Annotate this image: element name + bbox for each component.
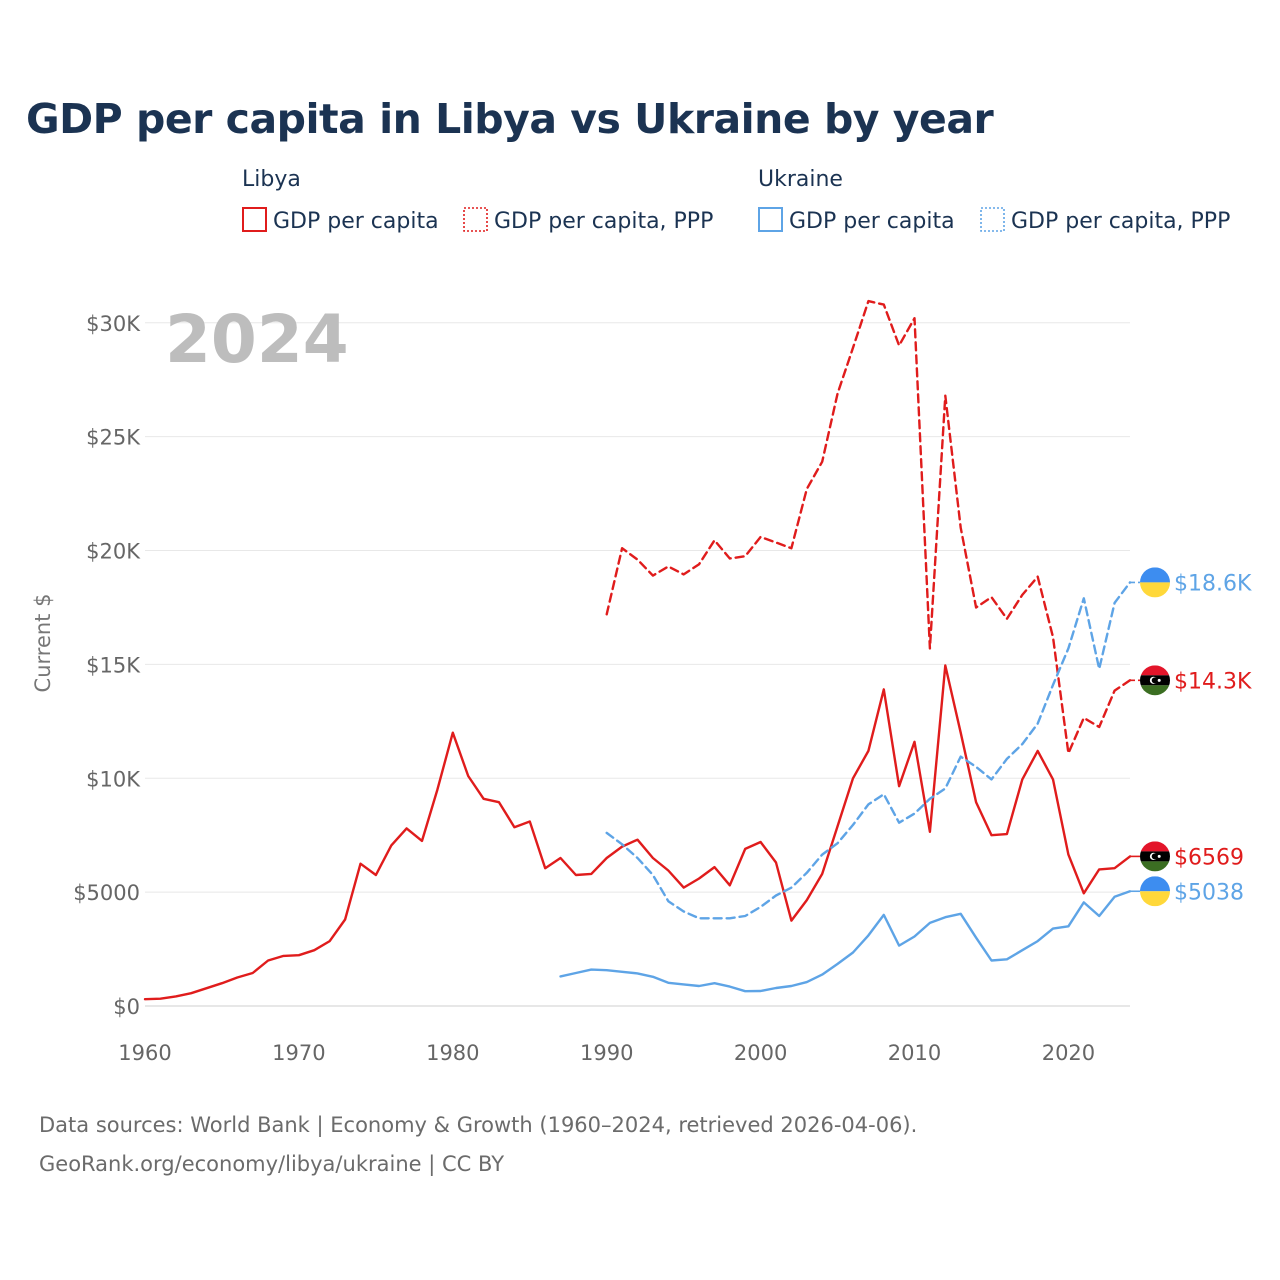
end-value-label: $18.6K <box>1174 571 1252 596</box>
legend-label: GDP per capita <box>273 209 439 234</box>
series-layer <box>143 299 1132 1001</box>
grid <box>145 322 1130 1007</box>
x-tick-label: 2000 <box>734 1041 787 1065</box>
legend-label: GDP per capita <box>789 209 955 234</box>
y-tick-label: $25K <box>86 426 141 450</box>
legend-swatch-libya-solid <box>242 207 267 232</box>
source-line-1: Data sources: World Bank | Economy & Gro… <box>39 1113 917 1138</box>
source-line-2: GeoRank.org/economy/libya/ukraine | CC B… <box>39 1152 504 1177</box>
legend-label: GDP per capita, PPP <box>494 209 713 234</box>
end-value-label: $5038 <box>1174 880 1244 905</box>
y-tick-label: $5000 <box>73 881 140 905</box>
y-axis: $0 $5000 $10K $15K $20K $25K $30K <box>73 312 141 1019</box>
y-tick-label: $0 <box>113 995 140 1019</box>
series-line-ukraine-dashed <box>605 581 1132 920</box>
x-tick-label: 1980 <box>426 1041 479 1065</box>
y-tick-label: $10K <box>86 767 141 791</box>
legend: Libya GDP per capita GDP per capita, PPP… <box>242 167 1230 234</box>
chart-title: GDP per capita in Libya vs Ukraine by ye… <box>26 95 995 143</box>
year-label: 2024 <box>165 301 349 378</box>
x-tick-label: 1970 <box>272 1041 325 1065</box>
libya-flag-icon <box>1140 841 1170 872</box>
series-line-libya-solid <box>143 664 1132 1001</box>
end-value-label: $6569 <box>1174 845 1244 870</box>
x-axis: 1960 1970 1980 1990 2000 2010 2020 <box>118 1041 1095 1065</box>
ukraine-flag-icon <box>1140 876 1170 907</box>
end-value-label: $14.3K <box>1174 669 1252 694</box>
x-tick-label: 2020 <box>1042 1041 1095 1065</box>
legend-group-ukraine: Ukraine GDP per capita GDP per capita, P… <box>758 167 1230 234</box>
x-tick-label: 2010 <box>888 1041 941 1065</box>
legend-group-title: Libya <box>242 167 301 192</box>
y-tick-label: $15K <box>86 653 141 677</box>
y-tick-label: $20K <box>86 540 141 564</box>
legend-group-libya: Libya GDP per capita GDP per capita, PPP <box>242 167 713 234</box>
legend-swatch-libya-dotted <box>463 207 488 232</box>
legend-label: GDP per capita, PPP <box>1011 209 1230 234</box>
libya-flag-icon <box>1140 665 1170 696</box>
legend-swatch-ukraine-dotted <box>980 207 1005 232</box>
x-tick-label: 1960 <box>118 1041 171 1065</box>
y-tick-label: $30K <box>86 312 141 336</box>
series-line-libya-dashed <box>605 299 1132 755</box>
legend-swatch-ukraine-solid <box>758 207 783 232</box>
end-labels: $6569 $14.3K $5038 $18.6K <box>1130 567 1252 907</box>
ukraine-flag-icon <box>1140 567 1170 598</box>
y-axis-label: Current $ <box>31 594 55 693</box>
series-line-ukraine-solid <box>559 890 1132 993</box>
x-tick-label: 1990 <box>580 1041 633 1065</box>
legend-group-title: Ukraine <box>758 167 843 192</box>
